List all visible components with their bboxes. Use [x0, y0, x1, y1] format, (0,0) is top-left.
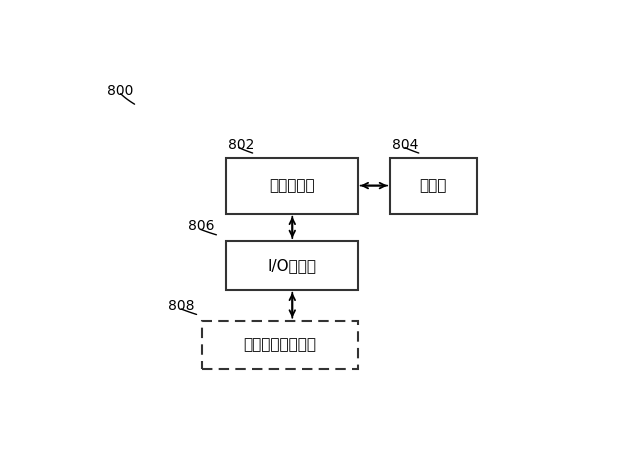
Bar — [390, 158, 477, 214]
Text: オーディオソース: オーディオソース — [243, 337, 316, 352]
Text: 806: 806 — [188, 219, 214, 234]
Text: I/Oポート: I/Oポート — [268, 258, 317, 273]
Bar — [202, 321, 358, 369]
Text: メモリ: メモリ — [420, 178, 447, 193]
Text: 800: 800 — [108, 84, 134, 98]
Bar — [227, 158, 358, 214]
Text: プロセッサ: プロセッサ — [269, 178, 315, 193]
Text: 808: 808 — [168, 299, 195, 313]
Text: 802: 802 — [228, 138, 254, 152]
Bar — [227, 241, 358, 290]
Text: 804: 804 — [392, 138, 419, 152]
